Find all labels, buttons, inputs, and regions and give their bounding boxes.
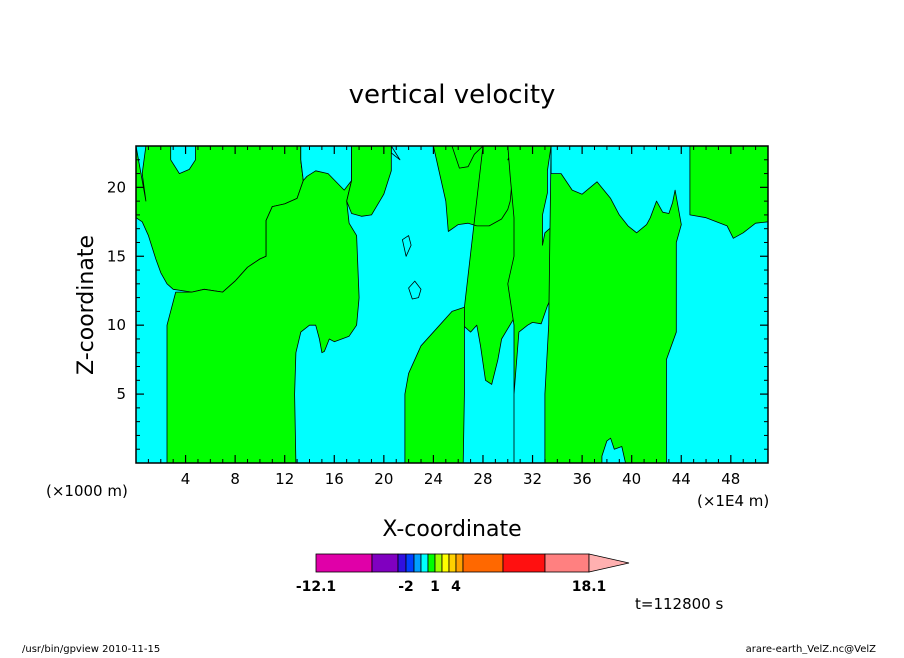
colorbar-segment [502,553,546,573]
contour-region-positive-7 [507,146,557,463]
x-tick-label: 28 [473,470,492,488]
colorbar-label: -2 [398,579,414,595]
colorbar-label: 1 [430,579,440,595]
x-tick-label: 40 [622,470,641,488]
colorbar-segment [315,553,373,573]
x-tick-label: 24 [424,470,443,488]
x-tick-label: 36 [573,470,592,488]
contour-region-positive-4 [346,146,392,217]
colorbar-segment [371,553,399,573]
colorbar-segment [413,553,422,573]
contour-region-positive-9 [689,146,768,239]
contour-fill-layer [136,146,768,463]
colorbar-segment [434,553,443,573]
x-axis-right-unit: (×1E4 m) [697,492,769,510]
x-tick-label: 8 [230,470,240,488]
footer-left: /usr/bin/gpview 2010-11-15 [22,644,160,654]
chart-title: vertical velocity [349,80,556,110]
x-axis-left-unit: (×1000 m) [46,482,128,500]
colorbar: -12.1 -2 1 4 18.1 [296,553,630,595]
y-axis-ticks: 5 10 15 20 [107,159,768,450]
colorbar-label: -12.1 [296,579,336,595]
y-tick-label: 5 [116,385,126,403]
x-tick-label: 32 [523,470,542,488]
colorbar-label: 4 [451,579,461,595]
x-tick-label: 12 [275,470,294,488]
contour-island-negative-0 [401,235,412,257]
x-tick-label: 48 [721,470,740,488]
colorbar-arrow [588,553,630,573]
x-tick-label: 16 [325,470,344,488]
footer-right: arare-earth_VelZ.nc@VelZ [746,644,877,654]
colorbar-segment [455,553,464,573]
x-axis-label: X-coordinate [382,517,521,542]
x-tick-label: 20 [374,470,393,488]
colorbar-segment [397,553,407,573]
colorbar-segment [448,553,457,573]
colorbar-segment [405,553,415,573]
colorbar-segment [441,553,450,573]
contour-island-negative-1 [408,280,422,300]
x-tick-label: 44 [672,470,691,488]
colorbar-segment [427,553,436,573]
colorbar-segment [544,553,590,573]
x-tick-label: 4 [181,470,191,488]
colorbar-segment [420,553,429,573]
plot-frame [135,145,769,464]
x-axis-ticks: 4 8 12 16 20 24 28 32 36 40 44 48 [147,146,757,488]
y-tick-label: 10 [107,316,126,334]
colorbar-label: 18.1 [572,579,607,595]
time-label: t=112800 s [635,595,723,613]
contour-region-positive-5 [404,306,465,463]
y-axis-label: Z-coordinate [74,235,99,375]
y-tick-label: 15 [107,247,126,265]
colorbar-segment [462,553,504,573]
contour-region-positive-8 [544,146,682,463]
y-tick-label: 20 [107,178,126,196]
